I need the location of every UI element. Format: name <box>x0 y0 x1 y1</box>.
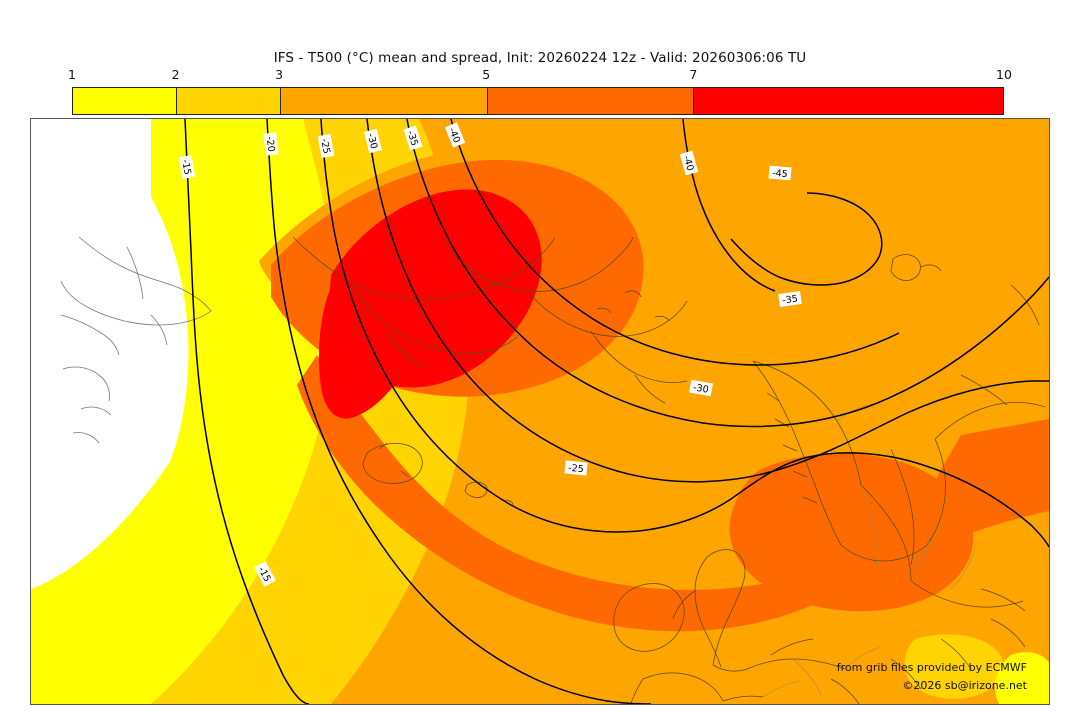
spread-spot-se-gold <box>904 634 1004 699</box>
country-borders <box>762 402 976 698</box>
svg-text:-25: -25 <box>318 138 332 155</box>
svg-text:-40: -40 <box>681 154 696 172</box>
colorbar-segment-7-10 <box>693 88 1004 114</box>
svg-text:-35: -35 <box>782 293 799 306</box>
colorbar-segment-2-3 <box>175 88 280 114</box>
colorbar-tick-1: 1 <box>68 67 76 82</box>
map-canvas: -15 -20 -25 -30 <box>31 119 1049 704</box>
colorbar-tick-5: 5 <box>482 67 491 82</box>
svg-text:-30: -30 <box>692 382 709 396</box>
svg-text:-25: -25 <box>568 463 585 476</box>
spread-spot-s-yellow <box>995 652 1049 704</box>
svg-text:-20: -20 <box>264 136 277 153</box>
colorbar: 1 2 3 5 7 10 <box>68 67 1012 115</box>
colorbar-tick-10: 10 <box>996 67 1012 82</box>
credit-source: from grib files provided by ECMWF <box>836 661 1027 674</box>
svg-text:-40: -40 <box>446 126 462 145</box>
spread-patch-dark-orange-e <box>729 453 974 612</box>
colorbar-tick-3: 3 <box>275 67 284 82</box>
contour-lines <box>184 119 1049 704</box>
svg-text:-15: -15 <box>179 159 193 176</box>
credit-copyright: ©2026 sb@irizone.net <box>902 679 1027 692</box>
colorbar-tick-2: 2 <box>171 67 180 82</box>
svg-text:-30: -30 <box>365 132 379 150</box>
map-panel: -15 -20 -25 -30 <box>30 118 1050 705</box>
chart-title: IFS - T500 (°C) mean and spread, Init: 2… <box>273 50 807 66</box>
coastlines <box>60 236 1046 704</box>
colorbar-tick-7: 7 <box>689 67 698 82</box>
colorbar-segment-1-2 <box>73 88 176 114</box>
colorbar-tick-labels: 1 2 3 5 7 10 <box>68 67 1012 85</box>
contour-labels: -15 -20 -25 -30 <box>178 122 802 587</box>
colorbar-segment-5-7 <box>486 88 694 114</box>
svg-text:-45: -45 <box>772 168 788 180</box>
svg-text:-35: -35 <box>404 129 419 147</box>
colorbar-segment-3-5 <box>279 88 487 114</box>
spread-core-red-inner <box>334 293 390 402</box>
colorbar-gradient <box>72 87 1004 115</box>
